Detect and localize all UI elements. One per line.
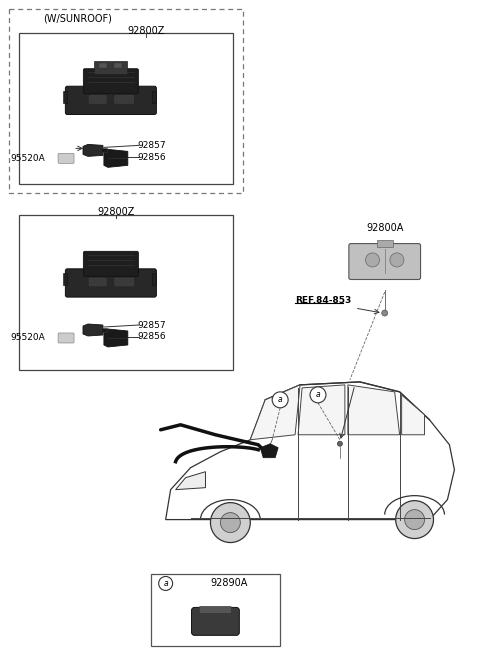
Bar bbox=[95, 62, 127, 74]
Bar bbox=[153, 274, 156, 285]
Text: a: a bbox=[316, 390, 320, 400]
Circle shape bbox=[210, 502, 250, 543]
Text: 95520A: 95520A bbox=[11, 333, 45, 342]
Circle shape bbox=[382, 310, 388, 316]
Bar bbox=[101, 148, 107, 152]
FancyBboxPatch shape bbox=[89, 278, 106, 286]
Text: 92857: 92857 bbox=[137, 321, 166, 329]
Circle shape bbox=[310, 387, 326, 403]
Polygon shape bbox=[104, 329, 128, 347]
Bar bbox=[63, 274, 67, 285]
Bar bbox=[19, 33, 233, 184]
Circle shape bbox=[365, 253, 380, 267]
Circle shape bbox=[220, 512, 240, 533]
Bar bbox=[63, 91, 67, 103]
FancyBboxPatch shape bbox=[84, 251, 138, 276]
Bar bbox=[114, 64, 122, 68]
FancyBboxPatch shape bbox=[58, 333, 74, 343]
Text: 92856: 92856 bbox=[137, 153, 166, 162]
Text: 92800Z: 92800Z bbox=[97, 207, 134, 217]
Polygon shape bbox=[250, 385, 300, 440]
Text: (W/SUNROOF): (W/SUNROOF) bbox=[43, 14, 112, 24]
Bar bbox=[19, 215, 233, 370]
Bar bbox=[153, 91, 156, 103]
Text: REF.84-853: REF.84-853 bbox=[295, 296, 351, 304]
Bar bbox=[151, 575, 280, 646]
Text: 92800A: 92800A bbox=[366, 223, 403, 234]
FancyBboxPatch shape bbox=[115, 96, 133, 103]
Circle shape bbox=[396, 501, 433, 539]
Polygon shape bbox=[260, 443, 278, 458]
Polygon shape bbox=[348, 385, 400, 435]
Bar bbox=[99, 64, 108, 68]
Bar bbox=[101, 328, 107, 332]
Polygon shape bbox=[83, 324, 103, 336]
FancyBboxPatch shape bbox=[58, 154, 74, 163]
Text: 95520A: 95520A bbox=[11, 154, 45, 163]
Circle shape bbox=[405, 510, 424, 529]
FancyBboxPatch shape bbox=[192, 607, 240, 636]
FancyBboxPatch shape bbox=[115, 278, 133, 286]
FancyBboxPatch shape bbox=[200, 606, 231, 613]
Polygon shape bbox=[83, 144, 103, 156]
Bar bbox=[377, 239, 393, 247]
FancyBboxPatch shape bbox=[89, 96, 106, 103]
Text: a: a bbox=[278, 396, 282, 404]
FancyBboxPatch shape bbox=[65, 86, 156, 115]
Polygon shape bbox=[104, 150, 128, 167]
FancyBboxPatch shape bbox=[349, 243, 420, 279]
Text: 92857: 92857 bbox=[137, 141, 166, 150]
Circle shape bbox=[159, 577, 173, 590]
Circle shape bbox=[337, 441, 342, 446]
Bar bbox=[9, 9, 243, 194]
Text: 92890A: 92890A bbox=[210, 579, 248, 588]
Circle shape bbox=[390, 253, 404, 267]
Text: 92800Z: 92800Z bbox=[127, 26, 165, 35]
Polygon shape bbox=[166, 382, 455, 520]
Polygon shape bbox=[176, 472, 205, 489]
Text: a: a bbox=[163, 579, 168, 588]
FancyBboxPatch shape bbox=[65, 269, 156, 297]
Polygon shape bbox=[402, 395, 424, 435]
Polygon shape bbox=[298, 385, 345, 435]
Circle shape bbox=[272, 392, 288, 408]
FancyBboxPatch shape bbox=[84, 69, 138, 94]
Text: 92856: 92856 bbox=[137, 333, 166, 342]
